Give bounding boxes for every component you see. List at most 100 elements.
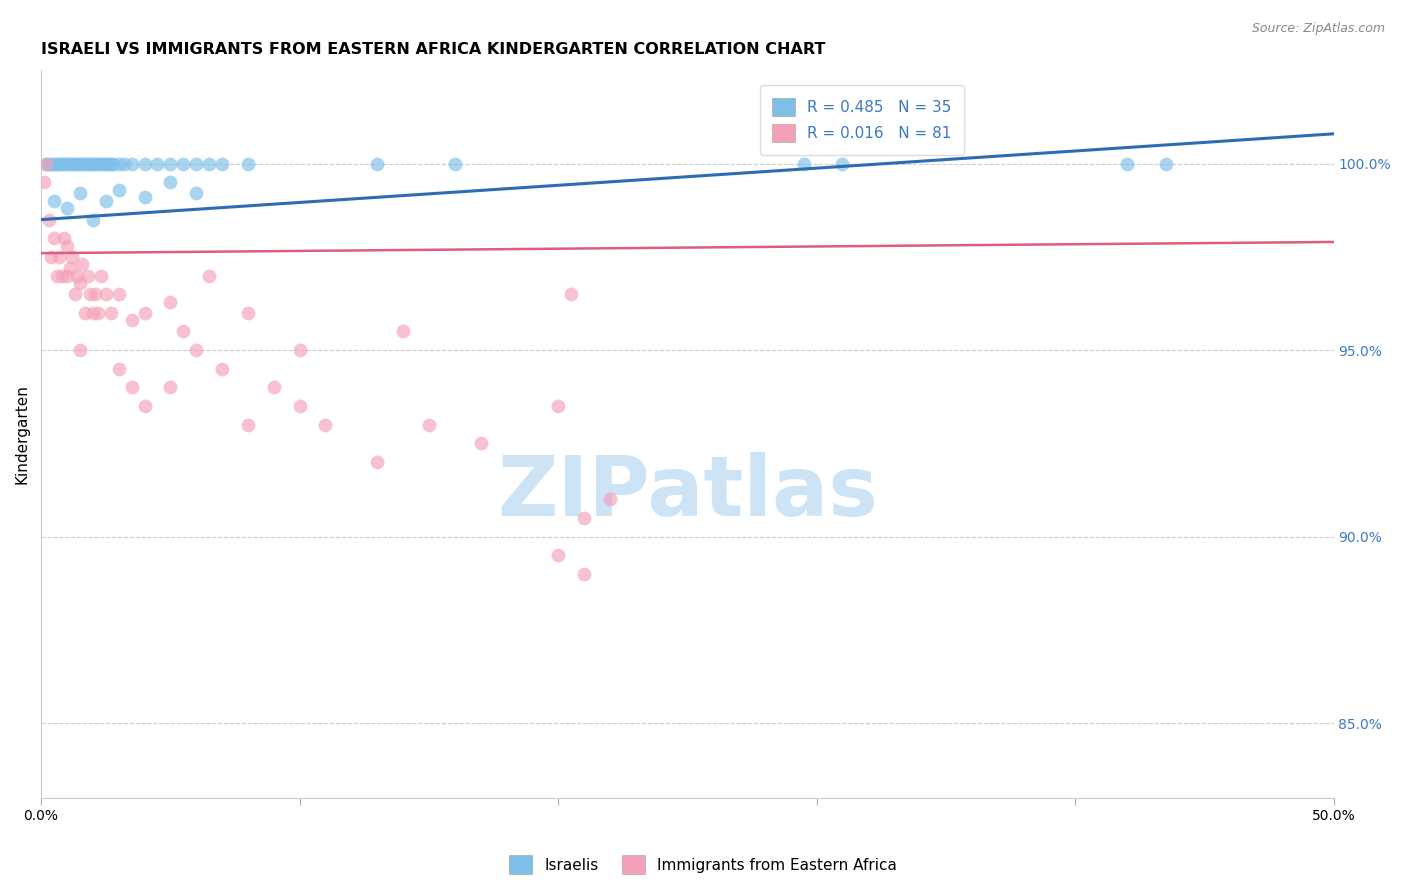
Point: [198, 156, 221, 170]
Point: [134, 399, 156, 413]
Point: [87, 156, 110, 170]
Point: [38, 212, 60, 227]
Point: [48, 250, 70, 264]
Point: [146, 156, 169, 170]
Point: [236, 417, 259, 432]
Point: [63, 287, 86, 301]
Point: [572, 511, 595, 525]
Point: [51, 268, 73, 283]
Point: [121, 156, 143, 170]
Point: [63, 156, 86, 170]
Point: [82, 306, 104, 320]
Legend: R = 0.485   N = 35, R = 0.016   N = 81: R = 0.485 N = 35, R = 0.016 N = 81: [761, 86, 965, 154]
Point: [82, 156, 104, 170]
Point: [69, 186, 91, 201]
Point: [159, 156, 181, 170]
Point: [82, 212, 104, 227]
Point: [1154, 156, 1177, 170]
Point: [94, 156, 117, 170]
Text: ZIPatlas: ZIPatlas: [496, 451, 877, 533]
Point: [41, 156, 63, 170]
Point: [35, 156, 58, 170]
Y-axis label: Kindergarten: Kindergarten: [15, 384, 30, 484]
Point: [211, 156, 233, 170]
Point: [186, 343, 208, 358]
Point: [56, 202, 79, 216]
Point: [42, 156, 65, 170]
Point: [198, 268, 221, 283]
Point: [72, 156, 94, 170]
Point: [107, 183, 129, 197]
Point: [263, 380, 285, 394]
Point: [84, 156, 107, 170]
Point: [121, 313, 143, 327]
Point: [73, 306, 96, 320]
Point: [547, 399, 569, 413]
Point: [32, 175, 55, 189]
Point: [236, 306, 259, 320]
Point: [100, 156, 122, 170]
Point: [87, 306, 110, 320]
Point: [599, 492, 621, 507]
Point: [366, 156, 388, 170]
Point: [288, 343, 311, 358]
Point: [793, 156, 815, 170]
Point: [443, 156, 465, 170]
Point: [103, 156, 125, 170]
Point: [76, 156, 98, 170]
Point: [547, 548, 569, 562]
Point: [76, 268, 98, 283]
Point: [100, 306, 122, 320]
Point: [121, 380, 143, 394]
Point: [560, 287, 582, 301]
Point: [69, 276, 91, 290]
Text: ISRAELI VS IMMIGRANTS FROM EASTERN AFRICA KINDERGARTEN CORRELATION CHART: ISRAELI VS IMMIGRANTS FROM EASTERN AFRIC…: [41, 42, 825, 57]
Point: [94, 287, 117, 301]
Legend: Israelis, Immigrants from Eastern Africa: Israelis, Immigrants from Eastern Africa: [503, 849, 903, 880]
Point: [38, 156, 60, 170]
Point: [831, 156, 853, 170]
Point: [366, 455, 388, 469]
Point: [186, 186, 208, 201]
Point: [56, 268, 79, 283]
Point: [69, 343, 91, 358]
Point: [159, 294, 181, 309]
Point: [69, 156, 91, 170]
Point: [58, 156, 80, 170]
Point: [107, 156, 129, 170]
Point: [60, 250, 83, 264]
Point: [418, 417, 440, 432]
Point: [90, 156, 112, 170]
Point: [134, 156, 156, 170]
Point: [1115, 156, 1137, 170]
Point: [41, 250, 63, 264]
Point: [35, 156, 58, 170]
Point: [172, 325, 194, 339]
Point: [45, 156, 67, 170]
Point: [572, 566, 595, 581]
Point: [288, 399, 311, 413]
Point: [107, 287, 129, 301]
Point: [73, 156, 96, 170]
Point: [53, 231, 76, 245]
Point: [84, 287, 107, 301]
Point: [58, 261, 80, 276]
Point: [90, 268, 112, 283]
Point: [66, 268, 89, 283]
Point: [134, 306, 156, 320]
Point: [107, 361, 129, 376]
Point: [186, 156, 208, 170]
Point: [159, 380, 181, 394]
Point: [45, 268, 67, 283]
Point: [42, 231, 65, 245]
Point: [56, 156, 79, 170]
Point: [56, 238, 79, 252]
Point: [94, 194, 117, 208]
Point: [48, 156, 70, 170]
Point: [172, 156, 194, 170]
Point: [53, 156, 76, 170]
Point: [72, 257, 94, 271]
Point: [392, 325, 415, 339]
Point: [134, 190, 156, 204]
Point: [66, 156, 89, 170]
